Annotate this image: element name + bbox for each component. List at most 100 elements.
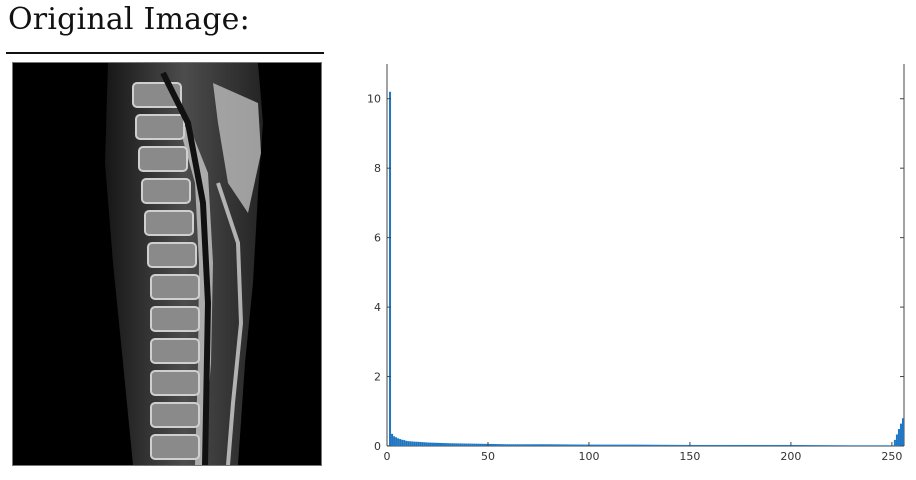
histogram-bar <box>572 444 575 446</box>
histogram-bar <box>770 444 773 446</box>
histogram-bar <box>489 443 493 446</box>
histogram-bar <box>871 445 874 446</box>
histogram-bar <box>881 445 884 446</box>
histogram-bar <box>479 443 482 446</box>
histogram-bar <box>635 444 638 446</box>
histogram-bar <box>689 444 692 446</box>
histogram-bar <box>411 441 414 446</box>
histogram-bar <box>867 445 870 446</box>
x-tick-label: 250 <box>881 450 902 463</box>
histogram-bar <box>889 445 892 446</box>
histogram-bar <box>534 444 537 446</box>
histogram-bar <box>728 444 731 446</box>
x-tick-label: 100 <box>578 450 599 463</box>
histogram-bar <box>706 444 709 446</box>
histogram-bar <box>516 444 519 446</box>
histogram-bar <box>641 444 644 446</box>
histogram-bar <box>712 444 715 446</box>
histogram-bar <box>833 445 836 446</box>
histogram-bar <box>681 444 684 446</box>
histogram-bar <box>601 444 604 446</box>
vertebra-shape <box>150 434 200 460</box>
histogram-bar <box>576 444 579 446</box>
histogram-bar <box>853 445 856 446</box>
histogram-bar <box>873 445 876 446</box>
histogram-bar <box>863 445 866 446</box>
histogram-bar <box>811 445 814 446</box>
histogram-bar <box>704 444 707 446</box>
histogram-bar <box>469 443 472 446</box>
title-underline <box>6 52 324 54</box>
histogram-bar <box>605 444 608 446</box>
histogram-bar <box>494 444 497 446</box>
histogram-bar <box>417 441 420 446</box>
histogram-bar <box>843 445 846 446</box>
histogram-bar <box>657 444 660 446</box>
vertebra-shape <box>144 210 194 236</box>
histogram-bar <box>651 444 654 446</box>
histogram-bar <box>790 444 793 446</box>
histogram-bar <box>560 444 563 446</box>
vertebra-shape <box>141 178 191 204</box>
histogram-bar <box>409 441 412 446</box>
y-tick-label: 6 <box>374 232 381 245</box>
histogram-bar <box>813 445 816 446</box>
histogram-bar <box>742 444 745 446</box>
histogram-bar <box>792 444 795 446</box>
histogram-bar <box>425 442 428 446</box>
y-tick-label: 0 <box>374 440 381 453</box>
histogram-bar <box>540 444 543 446</box>
histogram-bar <box>536 444 539 446</box>
histogram-bar <box>508 444 511 446</box>
histogram-bar <box>496 444 499 446</box>
histogram-bar <box>556 444 559 446</box>
histogram-bar <box>623 444 626 446</box>
histogram-bar <box>859 445 862 446</box>
histogram-bar <box>524 444 527 446</box>
histogram-bar <box>592 444 596 446</box>
histogram-bar <box>455 443 458 446</box>
histogram-bar <box>667 444 670 446</box>
histogram-bar <box>439 442 442 446</box>
x-tick-label: 150 <box>679 450 700 463</box>
histogram-bar <box>578 444 581 446</box>
histogram-bar <box>821 445 824 446</box>
histogram-bar <box>518 444 521 446</box>
histogram-bar <box>550 444 553 446</box>
histogram-bar <box>506 444 509 446</box>
histogram-bar <box>887 445 890 446</box>
vertebra-shape <box>138 146 188 172</box>
histogram-bar <box>659 444 662 446</box>
histogram-bar <box>467 443 470 446</box>
histogram-bar <box>548 444 551 446</box>
histogram-bar <box>801 445 804 446</box>
histogram-bar <box>544 444 547 446</box>
histogram-bar <box>629 444 632 446</box>
histogram-bar <box>748 444 751 446</box>
histogram-bar <box>815 445 818 446</box>
histogram-bar <box>457 443 460 446</box>
histogram-bar <box>685 444 688 446</box>
histogram-bar <box>481 443 484 446</box>
histogram-bar <box>734 444 737 446</box>
histogram-bar <box>429 442 432 446</box>
histogram-bar <box>389 91 392 447</box>
histogram-bar <box>477 443 480 446</box>
histogram-bar <box>443 443 446 446</box>
histogram-bar <box>724 444 727 446</box>
histogram-bar <box>782 444 785 446</box>
histogram-bar <box>671 444 674 446</box>
histogram-bar <box>758 444 761 446</box>
histogram-bar <box>403 440 406 446</box>
histogram-bar <box>883 445 886 446</box>
histogram-bar <box>732 444 735 446</box>
histogram-bar <box>538 444 541 446</box>
histogram-bar <box>473 443 476 446</box>
histogram-bar <box>558 444 561 446</box>
histogram-bar <box>405 440 408 446</box>
histogram-bar <box>869 445 872 446</box>
histogram-bar <box>786 444 789 446</box>
histogram-bar <box>637 444 640 446</box>
histogram-bar <box>574 444 577 446</box>
histogram-bar <box>625 444 628 446</box>
